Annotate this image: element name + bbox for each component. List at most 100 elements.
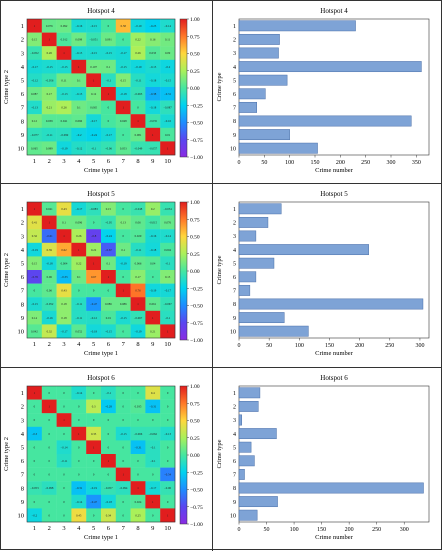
heatmap-cell-label: 0.18 [61, 302, 67, 306]
heatmap-cell [115, 310, 131, 325]
heatmap-cell-label: −0.19 [61, 146, 68, 150]
bar [238, 509, 258, 521]
heatmap-cell-label: −0.24 [105, 234, 112, 238]
y-tick-label: 3 [21, 50, 24, 57]
colorbar-tick-label: −0.25 [190, 470, 203, 476]
y-tick-label: 8 [233, 486, 236, 492]
x-tick-label: 250 [361, 160, 370, 166]
bar [238, 455, 255, 467]
heatmap-cell-label: −0.052 [30, 51, 39, 55]
y-tick-label: 10 [18, 329, 25, 336]
bar [238, 312, 285, 324]
heatmap-cell-label: −0.057 [149, 146, 158, 150]
heatmap-cell [41, 454, 57, 468]
heatmap-cell [71, 297, 87, 311]
heatmap-cell-label: −0.056 [45, 78, 54, 82]
heatmap-cell-label: 0 [152, 418, 154, 422]
x-tick-label: 4 [77, 158, 81, 165]
heatmap-cell [115, 297, 131, 311]
y-tick-label: 2 [233, 38, 236, 44]
heatmap-cell [86, 399, 102, 414]
heatmap-cell [101, 440, 116, 455]
heatmap-cell [41, 399, 57, 414]
heatmap-cell-label: −0.28 [105, 405, 112, 409]
heatmap-cell [101, 386, 116, 400]
heatmap-frame [26, 201, 176, 339]
heatmap-cell-label: 0.041 [61, 119, 68, 123]
heatmap-cell [71, 73, 87, 88]
heatmap-cell-label: 0 [108, 24, 110, 28]
heatmap-cell [41, 46, 57, 60]
heatmap-panel-hotspot-5: Hotspot 51 0.041 0.43 −0.17 −0.083 0.15 0 −0.04… [3, 190, 203, 357]
heatmap-cell-label: 1 [108, 92, 110, 96]
bar [238, 244, 369, 256]
heatmap-cell [101, 467, 116, 482]
heatmap-cell [71, 508, 87, 523]
colorbar-tick-label: 1.00 [190, 200, 200, 206]
heatmap-cell [115, 508, 131, 523]
heatmap-cell [86, 46, 102, 60]
heatmap-cell-label: 0 [93, 289, 95, 293]
heatmap-cell-label: −0.066 [134, 432, 143, 436]
heatmap-cell [101, 413, 116, 427]
colorbar-tick-label: 0.50 [190, 52, 200, 58]
x-tick-label: 7 [122, 341, 126, 348]
colorbar [179, 18, 188, 158]
heatmap-cell-label: 0.67 [91, 275, 97, 279]
x-tick-label: 2 [48, 525, 51, 532]
heatmap-cell [160, 229, 176, 243]
heatmap-cell-label: −0.14 [61, 445, 68, 449]
heatmap-cell [101, 114, 116, 128]
y-tick-label: 10 [18, 146, 25, 153]
heatmap-cell [130, 467, 146, 482]
heatmap-cell-label: 0.32 [47, 329, 53, 333]
heatmap-cell-label: 0 [122, 275, 124, 279]
heatmap-cell [86, 270, 102, 284]
y-tick-label: 3 [21, 417, 24, 424]
heatmap-cell-label: 0.22 [135, 38, 141, 42]
heatmap-cell-label: −0.11 [46, 133, 53, 137]
heatmap-cell [41, 310, 57, 325]
heatmap-cell-label: 0 [122, 329, 124, 333]
heatmap-cell-label: 0.087 [31, 92, 38, 96]
colorbar-tick-label: −0.75 [190, 505, 203, 511]
heatmap-cell [101, 426, 116, 441]
heatmap-cell [145, 508, 161, 523]
heatmap-cell [130, 454, 146, 468]
heatmap-cell-label: 0.01 [165, 133, 171, 137]
heatmap-cell [101, 100, 116, 115]
heatmap-cell-label: 0.58 [121, 24, 127, 28]
x-axis-label: Crime number [315, 167, 354, 174]
heatmap-cell-label: 0.14 [32, 316, 38, 320]
heatmap-cell [145, 59, 161, 74]
heatmap-cell [145, 229, 161, 243]
heatmap-cell-label: 0 [93, 513, 95, 517]
x-tick-label: 100 [285, 160, 294, 166]
heatmap-cell-label: −0.2 [32, 513, 38, 517]
heatmap-cell [145, 46, 161, 60]
heatmap-cell [41, 440, 57, 455]
x-axis-label: Crime number [315, 350, 354, 357]
heatmap-cell [115, 100, 131, 115]
heatmap-cell [145, 467, 161, 482]
heatmap-cell-label: 0 [108, 106, 110, 110]
heatmap-cell-label: 0.096 [75, 221, 82, 225]
y-tick-label: 10 [230, 146, 236, 152]
heatmap-cell [27, 215, 42, 230]
heatmap-cell-label: 0.053 [120, 146, 127, 150]
heatmap-cell [130, 46, 146, 60]
heatmap-cell [41, 297, 57, 311]
heatmap-cell-label: −0.19 [90, 486, 97, 490]
heatmap-cell [160, 297, 176, 311]
heatmap-cell-label: 0 [167, 445, 169, 449]
heatmap-cell-label: −0.12 [75, 146, 82, 150]
heatmap-cell [130, 494, 146, 509]
heatmap-cell-label: 0.052 [75, 329, 82, 333]
x-tick-label: 200 [355, 343, 364, 349]
heatmap-cell [130, 324, 146, 339]
heatmap-cell-label: −0.15 [90, 51, 97, 55]
heatmap-cell [27, 283, 42, 298]
y-tick-label: 2 [233, 405, 236, 411]
heatmap-cell-label: −0.17 [164, 289, 171, 293]
heatmap-cell-label: 1 [48, 405, 50, 409]
